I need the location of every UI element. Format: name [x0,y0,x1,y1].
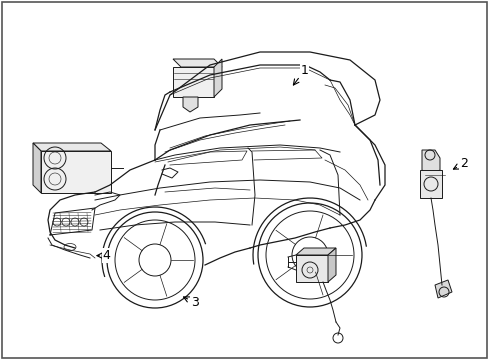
Polygon shape [183,97,198,112]
Text: 4: 4 [97,249,110,262]
Polygon shape [295,248,335,255]
Polygon shape [173,67,214,97]
Polygon shape [41,151,111,193]
Polygon shape [33,143,111,151]
Text: 2: 2 [452,157,467,170]
Polygon shape [173,59,222,67]
Polygon shape [295,255,327,282]
Polygon shape [419,170,441,198]
Polygon shape [421,150,439,175]
Polygon shape [33,143,41,193]
Polygon shape [434,280,451,298]
Text: 1: 1 [293,64,308,85]
Polygon shape [327,248,335,282]
Text: 3: 3 [183,296,198,309]
Polygon shape [214,59,222,97]
